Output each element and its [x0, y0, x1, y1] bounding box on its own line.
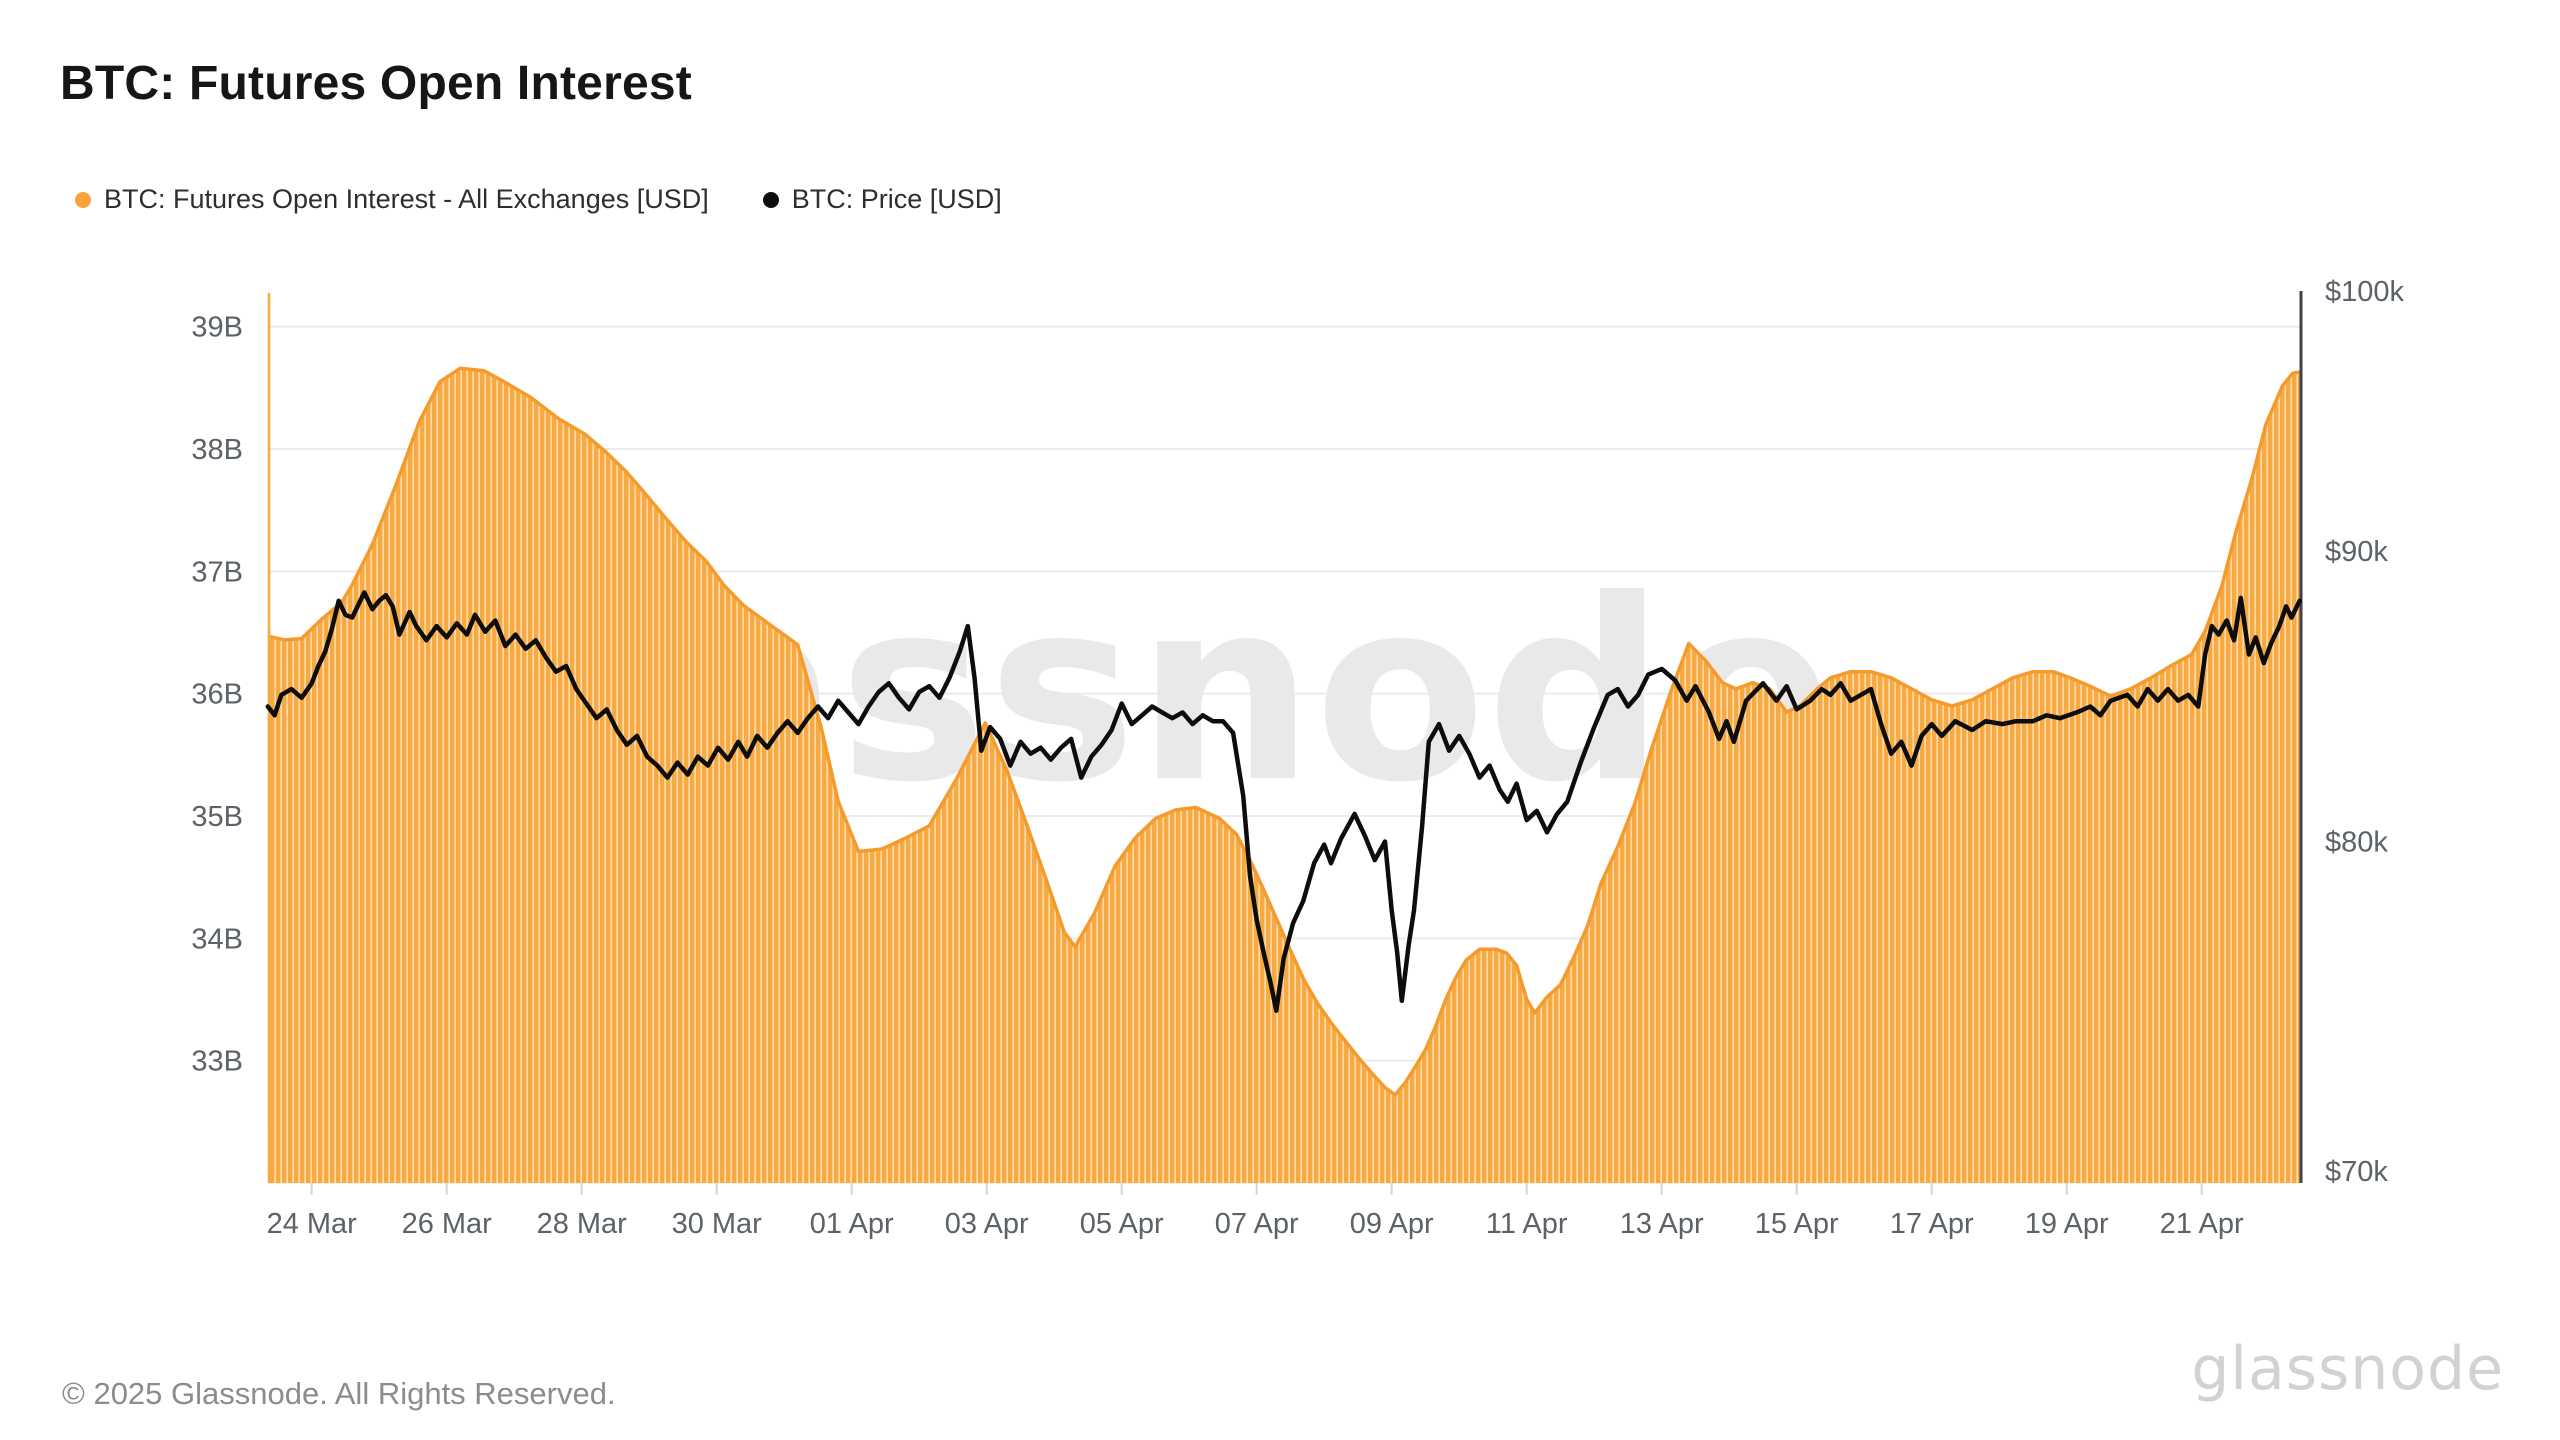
svg-text:30 Mar: 30 Mar	[672, 1208, 763, 1240]
svg-text:26 Mar: 26 Mar	[402, 1208, 493, 1240]
svg-text:$70k: $70k	[2325, 1156, 2388, 1188]
page-title: BTC: Futures Open Interest	[60, 57, 692, 110]
x-axis-labels: 24 Mar 26 Mar 28 Mar 30 Mar 01 Apr 03 Apr 05 A…	[267, 1183, 2244, 1240]
open-interest-series-dot-icon	[75, 191, 91, 208]
copyright-text: © 2025 Glassnode. All Rights Reserved.	[62, 1376, 616, 1411]
btc-price-line	[265, 590, 2302, 1013]
svg-text:11 Apr: 11 Apr	[1486, 1208, 1568, 1240]
open-interest-area	[267, 368, 2300, 1183]
svg-text:13 Apr: 13 Apr	[1620, 1208, 1704, 1240]
svg-text:24 Mar: 24 Mar	[267, 1208, 358, 1240]
legend: BTC: Futures Open Interest - All Exchang…	[75, 184, 1002, 215]
glassnode-logo: glassnode	[2191, 1334, 2504, 1404]
svg-text:03 Apr: 03 Apr	[945, 1208, 1029, 1240]
svg-text:36B: 36B	[191, 679, 243, 711]
svg-text:$90k: $90k	[2325, 536, 2388, 568]
svg-text:01 Apr: 01 Apr	[810, 1208, 894, 1240]
svg-text:19 Apr: 19 Apr	[2025, 1208, 2109, 1240]
svg-text:34B: 34B	[191, 923, 243, 955]
svg-text:38B: 38B	[191, 434, 243, 466]
y-axis-left-labels: 39B 38B 37B 36B 35B 34B 33B	[191, 312, 243, 1078]
svg-text:$80k: $80k	[2325, 827, 2388, 859]
svg-text:21 Apr: 21 Apr	[2160, 1208, 2244, 1240]
legend-item-price[interactable]: BTC: Price [USD]	[762, 184, 1002, 215]
legend-label-open-interest: BTC: Futures Open Interest - All Exchang…	[104, 184, 709, 214]
legend-label-price: BTC: Price [USD]	[791, 184, 1002, 214]
svg-text:35B: 35B	[191, 801, 243, 833]
svg-text:09 Apr: 09 Apr	[1350, 1208, 1434, 1240]
svg-text:15 Apr: 15 Apr	[1755, 1208, 1839, 1240]
svg-text:28 Mar: 28 Mar	[537, 1208, 628, 1240]
y-axis-right-labels: $100k $90k $80k $70k	[2325, 276, 2405, 1188]
svg-text:39B: 39B	[191, 312, 243, 344]
open-interest-area-top-edge	[267, 366, 2300, 1097]
svg-text:37B: 37B	[191, 556, 243, 588]
svg-text:05 Apr: 05 Apr	[1080, 1208, 1164, 1240]
price-series-dot-icon	[762, 191, 779, 208]
svg-text:17 Apr: 17 Apr	[1890, 1208, 1974, 1240]
svg-text:$100k: $100k	[2325, 276, 2405, 308]
legend-item-open-interest[interactable]: BTC: Futures Open Interest - All Exchang…	[75, 184, 709, 215]
svg-text:33B: 33B	[191, 1046, 243, 1078]
svg-text:07 Apr: 07 Apr	[1215, 1208, 1299, 1240]
